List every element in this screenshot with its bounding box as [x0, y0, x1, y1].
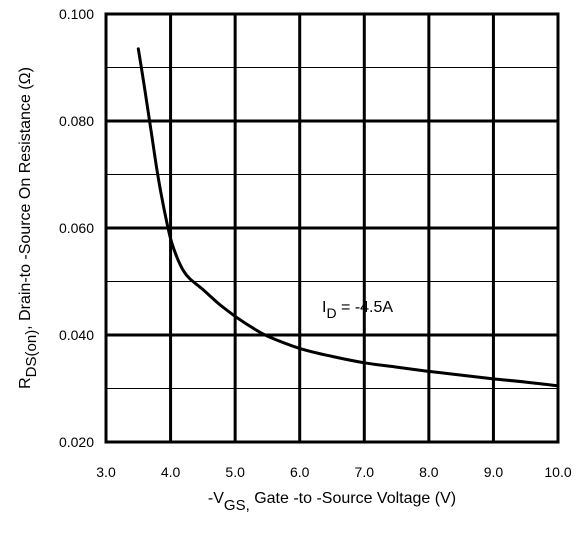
- x-axis-label: -VGS, Gate -to -Source Voltage (V): [208, 490, 456, 514]
- x-axis-label-prefix: -V: [208, 490, 224, 507]
- x-tick-label-1: 4.0: [161, 464, 181, 480]
- y-axis-label-prefix: R: [17, 377, 34, 389]
- y-tick-label-1: 0.040: [59, 327, 94, 343]
- x-tick-label-0: 3.0: [96, 464, 116, 480]
- y-axis-label-subscript: DS(on): [23, 330, 40, 378]
- plot-frame: [104, 12, 560, 444]
- x-tick-label-3: 6.0: [290, 464, 310, 480]
- x-tick-label-6: 9.0: [484, 464, 504, 480]
- x-tick-labels: 3.0 4.0 5.0 6.0 7.0 8.0 9.0 10.0: [96, 464, 572, 480]
- y-axis-label: RDS(on), Drain-to -Source On Resistance …: [17, 67, 40, 389]
- y-tick-labels: 0.020 0.040 0.060 0.080 0.100: [59, 6, 94, 450]
- annotation-id: ID = -4.5A: [322, 299, 393, 321]
- annotation-text: = -4.5A: [337, 299, 394, 316]
- annotation-subscript: D: [326, 305, 336, 321]
- annotation-prefix: I: [322, 299, 326, 316]
- x-tick-label-5: 8.0: [419, 464, 439, 480]
- y-tick-label-2: 0.060: [59, 220, 94, 236]
- y-tick-label-0: 0.020: [59, 434, 94, 450]
- x-tick-label-4: 7.0: [355, 464, 375, 480]
- x-tick-label-2: 5.0: [225, 464, 245, 480]
- series-line: [136, 47, 560, 388]
- y-axis-label-separator: ,: [17, 325, 34, 329]
- y-axis-label-text: Drain-to -Source On Resistance (Ω): [17, 67, 34, 325]
- y-tick-label-4: 0.100: [59, 6, 94, 22]
- x-tick-label-7: 10.0: [544, 464, 571, 480]
- y-tick-label-3: 0.080: [59, 113, 94, 129]
- x-axis-label-text: Gate -to -Source Voltage (V): [250, 490, 456, 507]
- x-axis-label-subscript: GS,: [224, 497, 250, 514]
